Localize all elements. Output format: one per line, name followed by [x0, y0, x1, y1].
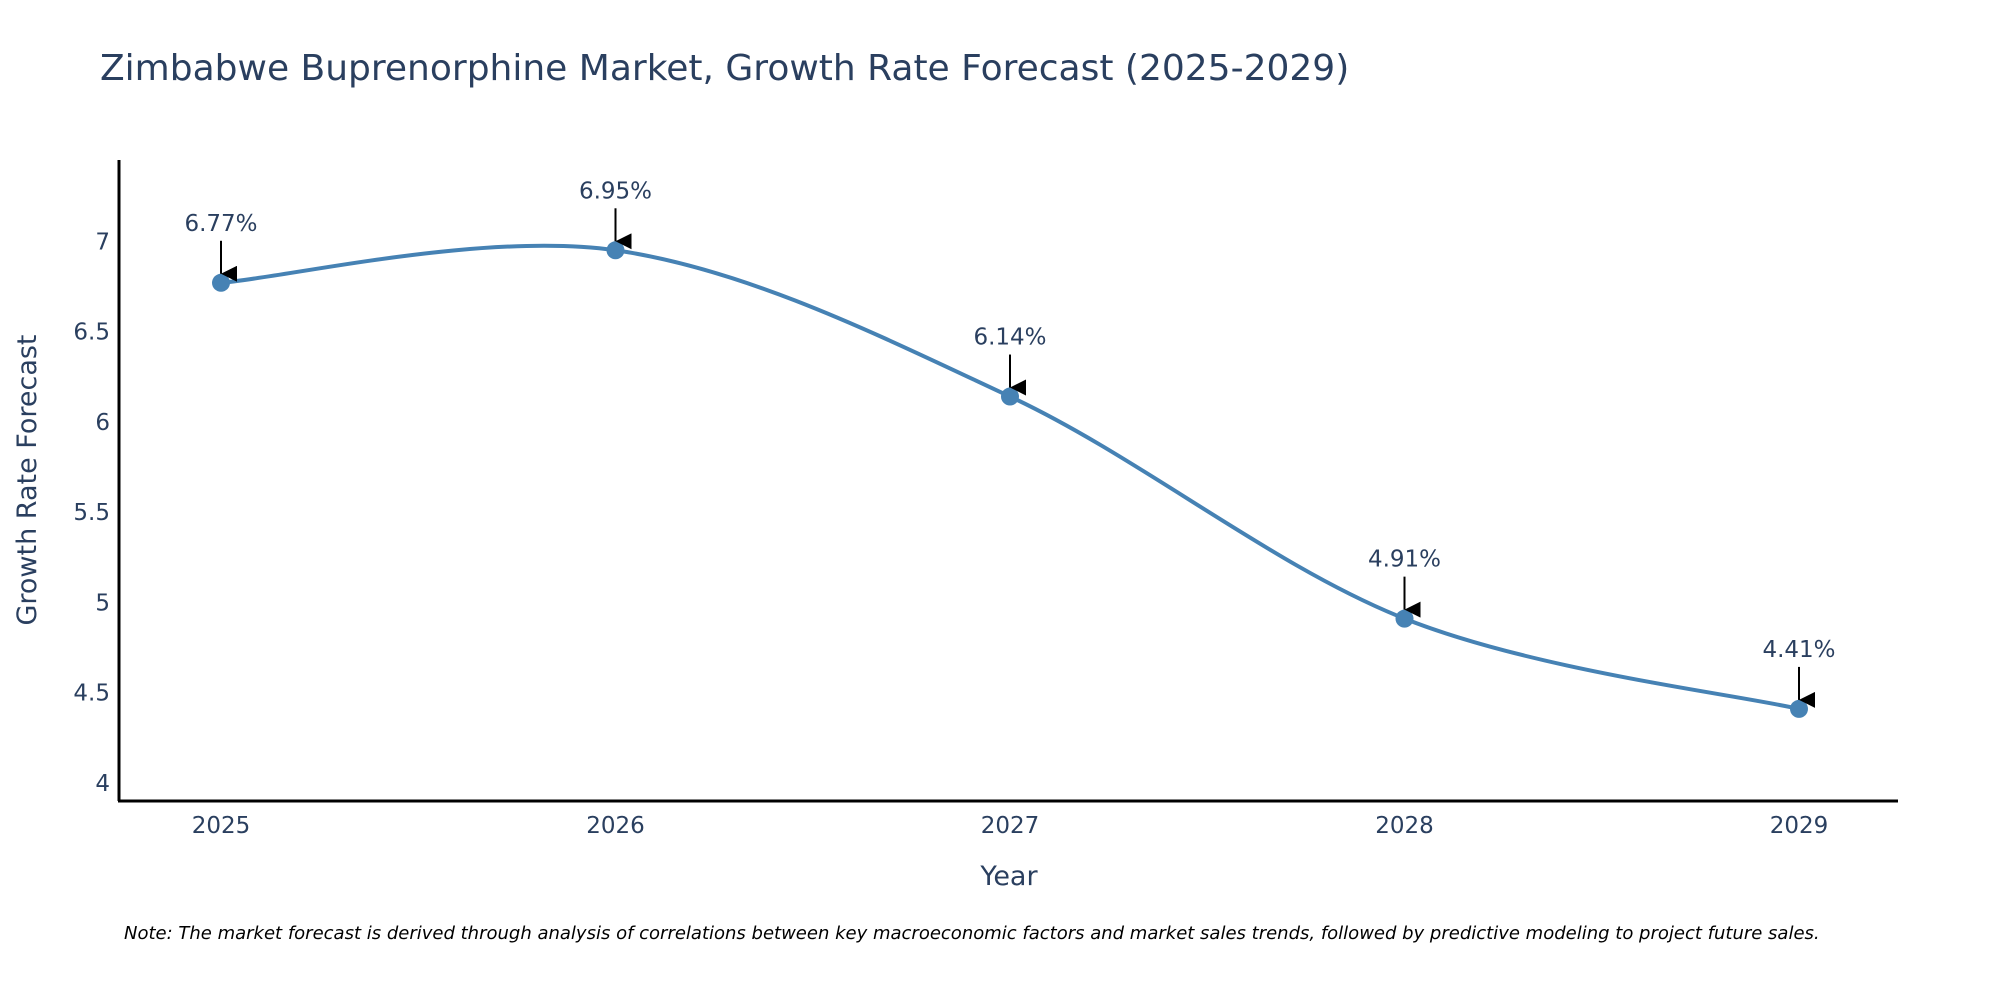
- x-tick-label: 2025: [192, 813, 251, 839]
- data-point: [212, 273, 230, 292]
- series-line: [220, 243, 1800, 711]
- x-tick-label: 2029: [1770, 813, 1829, 839]
- data-point: [606, 241, 625, 260]
- y-tick-label: 6: [95, 410, 110, 436]
- y-axis-title: Growth Rate Forecast: [12, 334, 43, 625]
- data-point: [1001, 387, 1019, 406]
- data-label: 4.91%: [1368, 547, 1441, 573]
- x-tick-labels: 2025 2026 2027 2028 2029: [192, 813, 1829, 839]
- y-tick-label: 4.5: [73, 681, 110, 707]
- data-point: [1395, 609, 1414, 628]
- x-tick-label: 2026: [586, 813, 645, 839]
- chart-title: Zimbabwe Buprenorphine Market, Growth Ra…: [100, 48, 1349, 89]
- x-tick-label: 2027: [981, 813, 1040, 839]
- data-label: 6.14%: [973, 325, 1046, 351]
- data-annotations: 6.77% 6.95% 6.14% 4.91% 4.41%: [184, 178, 1836, 708]
- chart-note: Note: The market forecast is derived thr…: [124, 923, 1820, 944]
- data-label: 6.77%: [184, 211, 257, 237]
- y-tick-label: 7: [95, 229, 110, 255]
- data-points: [212, 241, 1808, 718]
- y-tick-labels: 4 4.5 5 5.5 6 6.5 7: [73, 229, 110, 797]
- y-tick-label: 4: [95, 771, 110, 797]
- data-point: [1790, 699, 1808, 718]
- y-tick-label: 5: [95, 590, 110, 616]
- data-label: 4.41%: [1762, 637, 1835, 663]
- data-label: 6.95%: [579, 178, 652, 204]
- x-tick-label: 2028: [1375, 813, 1434, 839]
- y-tick-label: 5.5: [73, 500, 110, 526]
- y-tick-label: 6.5: [73, 320, 110, 346]
- x-axis-title: Year: [979, 861, 1038, 892]
